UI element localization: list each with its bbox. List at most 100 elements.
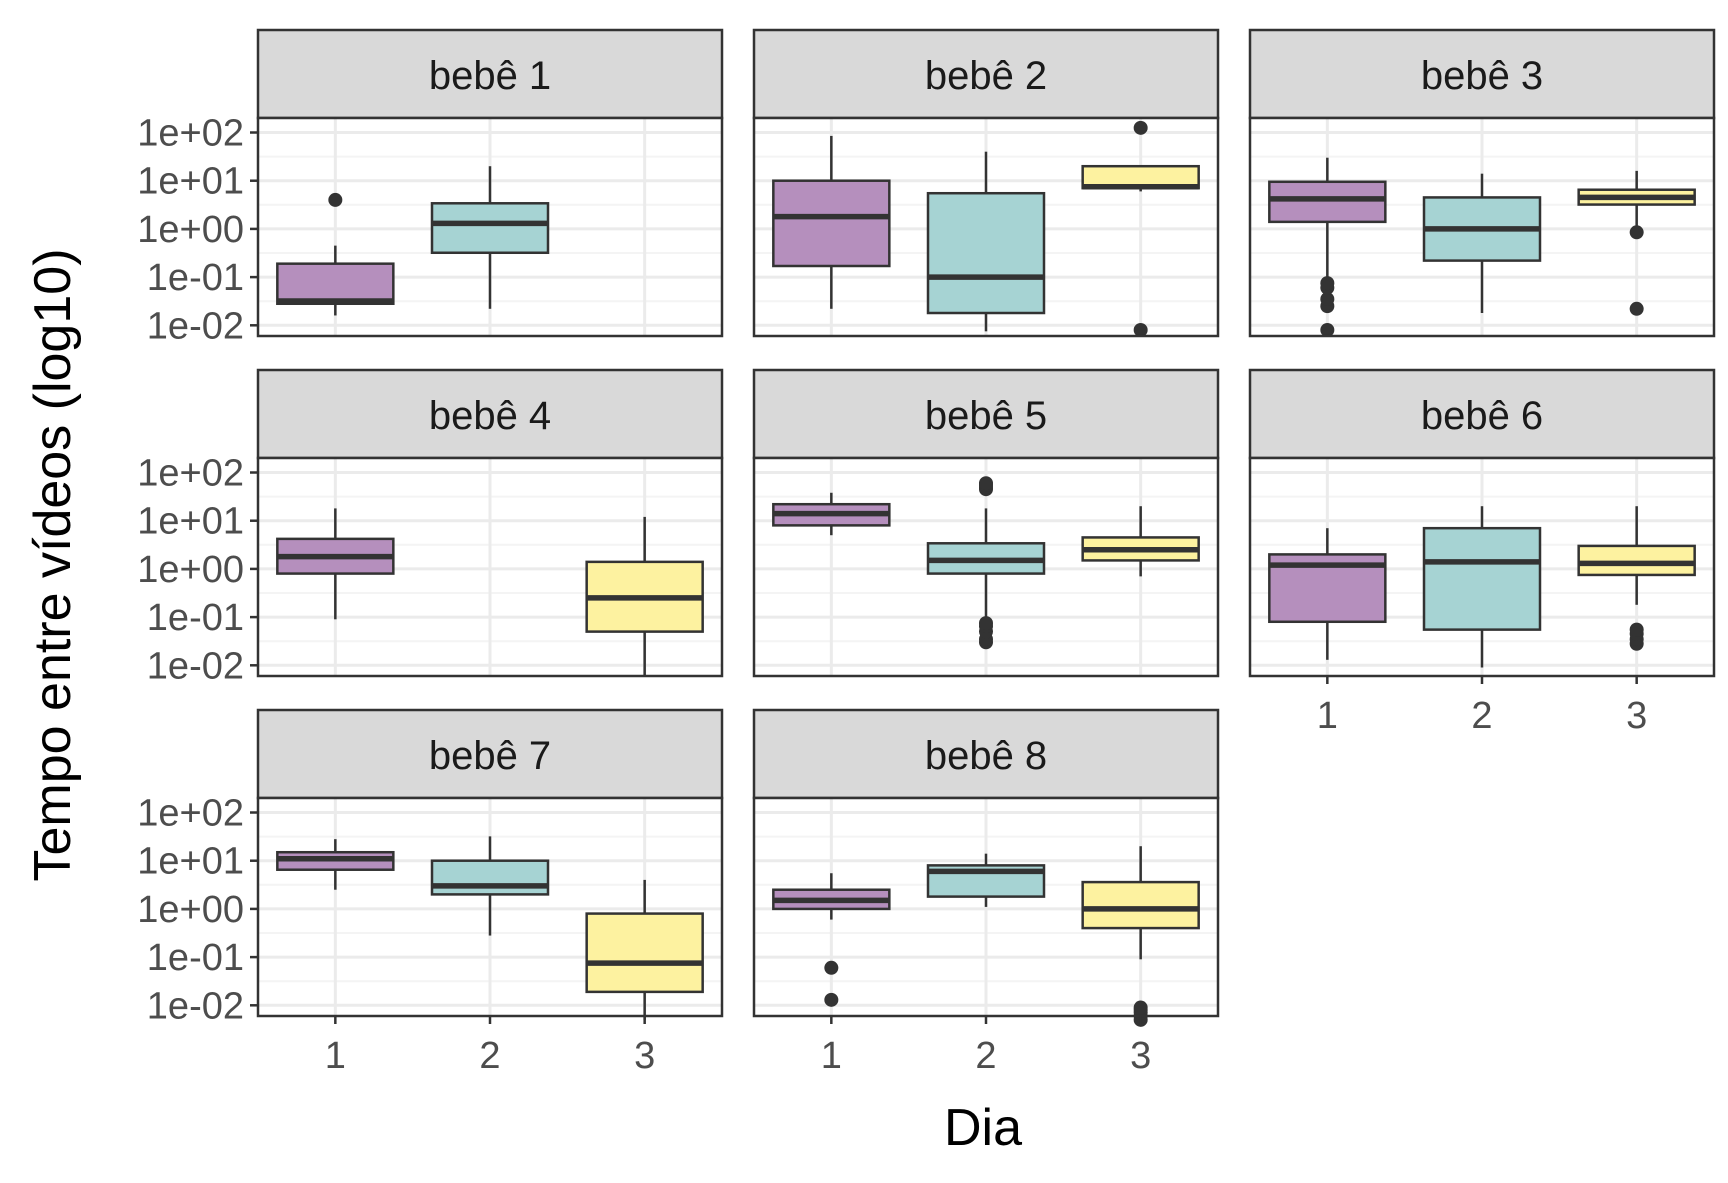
outlier-point (979, 476, 993, 491)
x-tick-label: 1 (821, 1035, 842, 1077)
facet-strip (752, 28, 1220, 120)
y-tick-label: 1e-02 (147, 985, 244, 1027)
facet-strip (1248, 368, 1716, 460)
facet-label: bebê 2 (925, 54, 1047, 98)
y-axis-title: Tempo entre vídeos (log10) (24, 248, 82, 881)
facet-strip (1248, 28, 1716, 120)
box-day-3 (1577, 506, 1696, 651)
y-tick-label: 1e+00 (137, 209, 244, 251)
facet-panel: bebê 4 1e+02 1e+01 1e+00 1e-01 1e-02 (137, 368, 724, 687)
facet-panel: bebê 8 1 2 3 (752, 708, 1220, 1077)
box-iqr (430, 202, 550, 255)
facet-label: bebê 6 (1421, 394, 1543, 438)
panel-border (752, 116, 1220, 338)
x-axis-title: Dia (944, 1099, 1022, 1157)
box-day-2 (430, 836, 550, 936)
box-iqr (276, 262, 395, 306)
box-day-1 (772, 873, 891, 1007)
outlier-point (1320, 322, 1335, 337)
x-tick-label: 2 (975, 1035, 996, 1077)
facet-panel: bebê 1 1e+02 1e+01 1e+00 1e-01 1e-02 (137, 28, 724, 347)
box-day-2 (1422, 173, 1542, 314)
box-day-3 (1081, 506, 1200, 577)
facet-strip (752, 368, 1220, 460)
outlier-point (824, 992, 839, 1007)
y-tick-label: 1e-01 (147, 257, 244, 299)
facets: bebê 1 1e+02 1e+01 1e+00 1e-01 1e-02 bebê 2 beb… (137, 28, 1716, 1077)
facet-panel: bebê 2 (752, 28, 1220, 338)
y-tick-label: 1e+01 (137, 501, 244, 543)
box-iqr (430, 859, 550, 896)
outlier-point (979, 616, 993, 631)
y-tick-label: 1e+02 (137, 113, 244, 155)
box-day-3 (585, 879, 704, 1020)
facet-strip (256, 708, 724, 800)
box-day-1 (276, 192, 395, 316)
box-day-1 (276, 839, 395, 890)
outlier-point (824, 960, 839, 975)
box-iqr (926, 191, 1046, 315)
y-tick-label: 1e+02 (137, 793, 244, 835)
box-day-2 (1422, 506, 1542, 668)
box-day-1 (1268, 157, 1387, 337)
panel-border (256, 116, 724, 338)
facet-strip (752, 708, 1220, 800)
x-tick-label: 3 (1130, 1035, 1151, 1077)
panel-border (752, 456, 1220, 678)
box-day-2 (926, 853, 1046, 907)
facet-label: bebê 5 (925, 394, 1047, 438)
box-iqr (1268, 180, 1387, 224)
box-iqr (1577, 544, 1696, 577)
box-iqr (1081, 880, 1200, 930)
x-tick-label: 3 (1626, 695, 1647, 737)
box-iqr (1422, 526, 1542, 631)
box-day-1 (1268, 528, 1387, 660)
facet-label: bebê 8 (925, 734, 1047, 778)
outlier-point (1133, 1000, 1148, 1015)
box-iqr (772, 179, 891, 268)
box-day-3 (585, 516, 704, 676)
y-tick-label: 1e+02 (137, 453, 244, 495)
facet-panel: bebê 5 (752, 368, 1220, 678)
x-tick-label: 1 (1317, 695, 1338, 737)
facet-label: bebê 7 (429, 734, 551, 778)
y-tick-label: 1e+00 (137, 549, 244, 591)
outlier-point (1133, 120, 1148, 135)
x-tick-label: 2 (1471, 695, 1492, 737)
facet-panel: bebê 6 1 2 3 (1248, 368, 1716, 737)
box-day-3 (1577, 170, 1696, 316)
box-day-2 (430, 166, 550, 309)
facet-panel: bebê 7 1e+02 1e+01 1e+00 1e-01 1e-02 1 2 3 (137, 708, 724, 1077)
box-day-3 (1081, 120, 1200, 337)
box-day-2 (926, 151, 1046, 332)
box-day-1 (276, 508, 395, 620)
y-tick-label: 1e-01 (147, 597, 244, 639)
outlier-point (1629, 622, 1644, 637)
facet-label: bebê 3 (1421, 54, 1543, 98)
x-tick-label: 3 (634, 1035, 655, 1077)
panel-border (256, 456, 724, 678)
facet-label: bebê 1 (429, 54, 551, 98)
box-day-2 (926, 476, 1046, 650)
box-day-1 (772, 135, 891, 309)
outlier-point (1133, 322, 1148, 337)
y-tick-label: 1e+01 (137, 161, 244, 203)
outlier-point (1320, 276, 1335, 291)
x-tick-label: 1 (325, 1035, 346, 1077)
box-iqr (585, 912, 704, 994)
facet-panel: bebê 3 (1248, 28, 1716, 338)
facet-strip (256, 28, 724, 120)
facet-label: bebê 4 (429, 394, 551, 438)
outlier-point (1629, 301, 1644, 316)
y-tick-label: 1e-02 (147, 645, 244, 687)
box-day-1 (772, 492, 891, 536)
y-tick-label: 1e+00 (137, 889, 244, 931)
y-tick-label: 1e-02 (147, 305, 244, 347)
panel-border (1248, 116, 1716, 338)
facet-strip (256, 368, 724, 460)
outlier-point (1320, 292, 1335, 307)
x-tick-label: 2 (479, 1035, 500, 1077)
y-tick-label: 1e-01 (147, 937, 244, 979)
